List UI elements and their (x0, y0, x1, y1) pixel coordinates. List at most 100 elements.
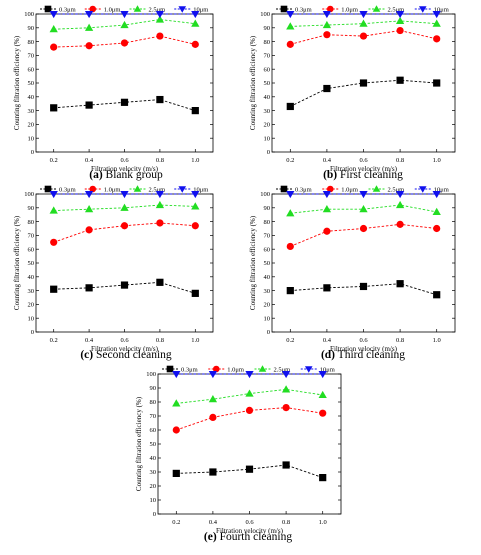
data-point (155, 15, 165, 23)
series-line (290, 223, 437, 247)
data-point (245, 370, 254, 379)
chart-panel: 0 10 20 30 40 50 60 70 80 90 100 0.2 0.4 0.6 0.8 1.0 Fil… (13, 5, 214, 173)
data-point (172, 469, 180, 477)
y-tick-label: 10 (264, 135, 271, 142)
chart-panel: 0 10 20 30 40 50 60 70 80 90 100 0.2 0.4 0.6 0.8 1.0 Fil… (249, 185, 456, 353)
legend-label: 1.0μm (341, 6, 358, 13)
y-tick-label: 30 (264, 288, 271, 295)
data-point (191, 202, 200, 210)
x-tick-label: 0.6 (120, 337, 129, 344)
plot-frame (35, 193, 214, 333)
x-tick-label: 0.2 (286, 337, 294, 344)
data-point (191, 107, 199, 115)
legend-marker (178, 6, 187, 13)
data-point (286, 190, 295, 199)
caption-a: (a) Blank group (89, 169, 162, 181)
data-point (433, 291, 441, 299)
y-tick-label: 10 (264, 315, 271, 322)
legend-marker (418, 186, 427, 193)
x-tick-label: 0.2 (286, 157, 294, 164)
data-point (172, 399, 181, 407)
caption-e: (e) Fourth cleaning (204, 531, 292, 543)
data-point (49, 10, 58, 19)
legend-label: 0.3μm (59, 6, 76, 13)
legend-label: 10μm (320, 366, 335, 373)
x-tick-label: 0.6 (359, 157, 368, 164)
y-tick-label: 100 (146, 371, 156, 378)
x-tick-label: 0.4 (323, 157, 332, 164)
plot-frame (271, 193, 456, 333)
legend-marker (133, 5, 142, 12)
x-tick-label: 0.2 (172, 519, 180, 526)
y-tick-label: 20 (28, 122, 35, 129)
data-point (155, 10, 165, 19)
data-point (50, 43, 58, 51)
y-axis-label: Counting filtration efficiency (%) (13, 35, 21, 130)
data-point (155, 200, 165, 209)
y-tick-label: 80 (264, 219, 271, 226)
y-tick-label: 20 (150, 483, 157, 490)
y-tick-label: 0 (153, 511, 156, 518)
legend-marker (89, 185, 97, 193)
y-tick-label: 50 (150, 441, 157, 448)
data-point (49, 190, 58, 199)
y-tick-label: 60 (28, 246, 35, 253)
data-point (432, 190, 441, 199)
x-tick-label: 0.8 (156, 157, 164, 164)
y-tick-label: 20 (264, 302, 271, 309)
data-point (433, 224, 441, 233)
data-point (286, 22, 295, 30)
y-tick-label: 10 (28, 315, 35, 322)
plot-frame (35, 13, 214, 153)
data-point (84, 205, 94, 213)
x-tick-label: 0.8 (396, 157, 404, 164)
data-point (322, 20, 332, 29)
y-axis-label: Counting filtration efficiency (%) (249, 215, 257, 310)
x-tick-label: 0.6 (359, 337, 368, 344)
data-point (120, 10, 129, 19)
data-point (209, 413, 217, 421)
legend-label: 1.0μm (104, 186, 121, 193)
data-point (191, 190, 200, 199)
data-point (156, 32, 164, 40)
legend-marker (326, 185, 334, 193)
data-point (50, 104, 58, 112)
x-tick-label: 0.6 (245, 519, 254, 526)
legend-marker (372, 5, 381, 12)
data-point (120, 203, 129, 211)
chart-panel: 0 10 20 30 40 50 60 70 80 90 100 0.2 0.4 0.6 0.8 1.0 Fil… (135, 365, 342, 535)
y-axis-label: Counting filtration efficiency (%) (249, 35, 257, 130)
series-line (176, 407, 323, 431)
legend-marker (133, 185, 142, 192)
data-point (319, 409, 327, 417)
y-tick-label: 100 (260, 191, 270, 198)
data-point (432, 10, 441, 19)
y-tick-label: 0 (267, 329, 270, 336)
data-point (318, 390, 327, 399)
data-point (286, 40, 294, 48)
caption-c: (c) Second cleaning (80, 349, 171, 361)
y-tick-label: 50 (264, 260, 271, 267)
x-tick-label: 0.4 (85, 157, 94, 164)
legend-marker (212, 365, 220, 373)
data-point (286, 209, 295, 217)
y-tick-label: 70 (28, 53, 35, 60)
data-point (191, 222, 199, 230)
legend-label: 2.5μm (388, 186, 405, 193)
y-tick-label: 40 (264, 274, 271, 281)
legend-label: 10μm (434, 186, 449, 193)
y-tick-label: 10 (150, 497, 157, 504)
data-point (208, 395, 218, 403)
legend-marker (166, 365, 174, 373)
x-tick-label: 1.0 (433, 157, 441, 164)
data-point (432, 19, 441, 27)
x-axis-label: Filtration velocity (m/s) (330, 345, 398, 353)
data-point (191, 40, 199, 48)
data-point (395, 200, 405, 209)
data-point (84, 10, 94, 19)
data-point (359, 10, 368, 19)
data-point (433, 79, 441, 87)
x-tick-label: 0.2 (50, 337, 58, 344)
data-point (359, 19, 368, 27)
